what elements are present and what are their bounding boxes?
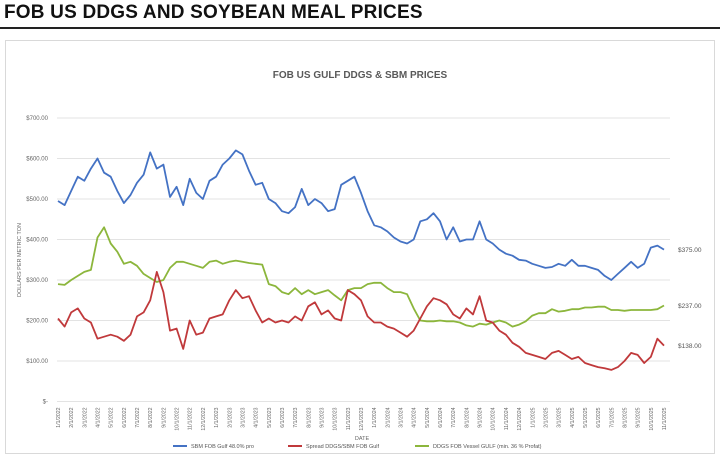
x-tick-label: 8/1/2025 [622,407,628,427]
x-tick-label: 9/1/2022 [161,407,167,427]
x-tick-label: 6/1/2022 [122,407,128,427]
x-tick-label: 12/1/2022 [201,407,207,430]
x-tick-label: 1/1/2023 [214,407,220,427]
x-tick-label: 7/1/2022 [135,407,141,427]
series-line-2 [57,226,665,328]
page-title: FOB US DDGS AND SOYBEAN MEAL PRICES [4,2,423,23]
x-tick-label: 11/1/2024 [504,407,510,430]
legend-label: SBM FOB Gulf 48.0% pro [191,444,254,450]
x-tick-label: 7/1/2023 [293,407,299,427]
y-tick-label: $700.00 [26,116,48,122]
x-tick-label: 12/1/2024 [517,407,523,430]
x-tick-label: 2/1/2023 [227,407,233,427]
y-tick-label: $300.00 [26,278,48,284]
x-tick-label: 3/1/2023 [240,407,246,427]
x-tick-label: 6/1/2025 [596,407,602,427]
x-tick-label: 2/1/2022 [69,407,75,427]
x-tick-label: 3/1/2022 [82,407,88,427]
x-tick-label: 10/1/2024 [491,407,497,430]
x-tick-label: 11/1/2025 [662,407,668,430]
x-tick-label: 4/1/2022 [96,407,102,427]
x-tick-label: 11/1/2023 [346,407,352,430]
x-tick-label: 4/1/2024 [412,407,418,427]
x-tick-label: 11/1/2022 [188,407,194,430]
series-line-0 [57,149,665,281]
x-tick-label: 1/1/2022 [56,407,62,427]
x-tick-label: 10/1/2025 [649,407,655,430]
x-tick-label: 5/1/2022 [109,407,115,427]
end-value-label: $237.00 [678,303,702,310]
y-tick-label: $100.00 [26,359,48,365]
x-tick-label: 2/1/2024 [385,407,391,427]
y-tick-label: $400.00 [26,238,48,244]
title-divider [0,27,720,29]
y-tick-label: $500.00 [26,197,48,203]
y-tick-label: $600.00 [26,157,48,163]
x-tick-label: 1/1/2024 [372,407,378,427]
x-tick-label: 10/1/2022 [175,407,181,430]
x-tick-label: 8/1/2024 [464,407,470,427]
x-tick-label: 3/1/2024 [399,407,405,427]
x-tick-label: 10/1/2023 [333,407,339,430]
x-axis-label: DATE [355,436,370,442]
y-tick-label: $200.00 [26,319,48,325]
x-tick-label: 3/1/2025 [557,407,563,427]
x-tick-label: 12/1/2023 [359,407,365,430]
x-tick-label: 9/1/2024 [478,407,484,427]
x-tick-label: 5/1/2025 [583,407,589,427]
chart-frame [5,40,715,454]
x-tick-label: 9/1/2025 [636,407,642,427]
x-tick-label: 7/1/2024 [451,407,457,427]
y-tick-label: $- [43,400,48,406]
x-tick-label: 6/1/2024 [438,407,444,427]
y-axis-label: DOLLARS PER METRIC TON [17,223,23,297]
x-tick-label: 5/1/2023 [267,407,273,427]
x-tick-label: 6/1/2023 [280,407,286,427]
x-tick-label: 2/1/2025 [543,407,549,427]
x-tick-label: 4/1/2025 [570,407,576,427]
x-tick-label: 1/1/2025 [530,407,536,427]
x-tick-label: 9/1/2023 [319,407,325,427]
chart-title: FOB US GULF DDGS & SBM PRICES [273,70,448,81]
legend-label: Spread DDGS/SBM FOB Gulf [306,444,380,450]
x-tick-label: 5/1/2024 [425,407,431,427]
x-tick-label: 8/1/2023 [306,407,312,427]
x-tick-label: 4/1/2023 [254,407,260,427]
end-value-label: $375.00 [678,247,702,254]
x-tick-label: 7/1/2025 [609,407,615,427]
x-tick-label: 8/1/2022 [148,407,154,427]
end-value-label: $138.00 [678,343,702,350]
legend-label: DDGS FOB Vessel GULF (min. 36 % Profat) [433,444,542,450]
series-line-1 [57,270,665,371]
